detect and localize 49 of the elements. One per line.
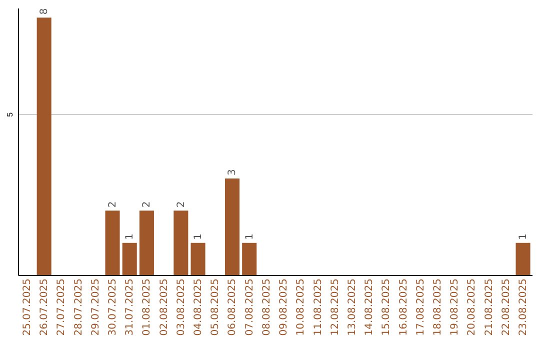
- bar: [122, 242, 137, 275]
- x-tick-label: 29.07.2025: [90, 278, 102, 336]
- x-tick-label: 15.08.2025: [381, 278, 392, 336]
- bar: [174, 210, 188, 275]
- x-tick-label: 08.08.2025: [261, 278, 272, 336]
- x-tick-label: 19.08.2025: [450, 278, 461, 336]
- bar: [224, 178, 240, 275]
- x-tick-label: 23.08.2025: [518, 278, 530, 336]
- x-tick-label: 02.08.2025: [158, 278, 170, 336]
- x-tick-label: 04.08.2025: [193, 278, 204, 336]
- x-tick-label: 16.08.2025: [398, 278, 410, 336]
- x-tick-label: 11.08.2025: [312, 278, 324, 336]
- x-tick-label: 03.08.2025: [176, 278, 187, 336]
- data-label: 2: [176, 201, 187, 208]
- data-label: 3: [227, 169, 238, 176]
- x-tick-label: 27.07.2025: [56, 278, 68, 336]
- x-tick-label: 25.07.2025: [22, 278, 33, 336]
- bar: [516, 242, 530, 275]
- x-tick-label: 10.08.2025: [296, 278, 307, 336]
- x-tick-label: 26.07.2025: [39, 278, 50, 336]
- x-tick-label: 28.07.2025: [73, 278, 84, 336]
- x-tick-label: 07.08.2025: [244, 278, 256, 336]
- bar: [36, 18, 52, 275]
- x-tick-label: 21.08.2025: [484, 278, 495, 336]
- data-label: 1: [518, 233, 530, 240]
- x-tick-label: 05.08.2025: [210, 278, 222, 336]
- x-tick-label: 30.07.2025: [108, 278, 119, 336]
- bar: [139, 210, 154, 275]
- x-tick-label: 17.08.2025: [415, 278, 426, 336]
- data-label: 2: [142, 201, 153, 208]
- y-tick-label: 5: [6, 112, 14, 117]
- data-label: 1: [244, 233, 256, 240]
- data-label: 8: [39, 8, 50, 15]
- bar: [242, 242, 257, 275]
- data-label: 1: [193, 233, 204, 240]
- x-tick-label: 09.08.2025: [278, 278, 290, 336]
- x-tick-label: 01.08.2025: [142, 278, 153, 336]
- x-tick-label: 18.08.2025: [432, 278, 444, 336]
- x-tick-label: 14.08.2025: [364, 278, 376, 336]
- x-tick-label: 06.08.2025: [227, 278, 238, 336]
- x-tick-label: 20.08.2025: [466, 278, 478, 336]
- x-tick-label: 31.07.2025: [124, 278, 136, 336]
- data-label: 1: [124, 233, 136, 240]
- bar: [105, 210, 120, 275]
- x-tick-label: 22.08.2025: [500, 278, 512, 336]
- bar: [190, 242, 206, 275]
- data-label: 2: [108, 201, 119, 208]
- x-tick-label: 12.08.2025: [330, 278, 341, 336]
- x-tick-label: 13.08.2025: [346, 278, 358, 336]
